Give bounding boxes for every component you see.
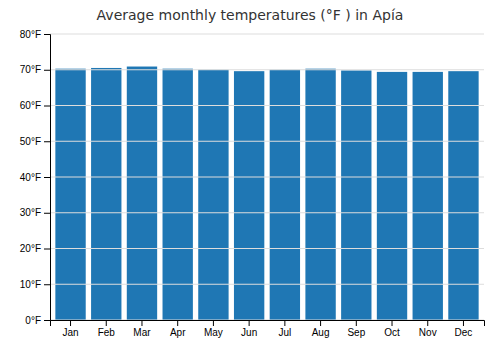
tick-label: 60°F (20, 100, 41, 111)
tick: 60°F (20, 100, 50, 111)
bar (270, 70, 300, 320)
tick: 40°F (20, 172, 50, 183)
tick-mark (44, 34, 50, 35)
grid-line (50, 105, 484, 106)
tick-mark (44, 141, 50, 142)
bar (413, 72, 443, 320)
tick: May (204, 320, 223, 338)
axis-line (44, 35, 51, 321)
grid-line (50, 34, 484, 35)
chart: 0°F 10°F 20°F 30°F 40°F 50°F 60°F 70°F 80°F Jan Fe… (0, 0, 500, 350)
plot: 0°F 10°F 20°F 30°F 40°F 50°F 60°F 70°F 80°F Jan Fe… (20, 29, 485, 338)
tick-label: 40°F (20, 172, 41, 183)
tick-mark (213, 320, 214, 326)
tick-label: Feb (98, 327, 116, 338)
tick-label: Jun (241, 327, 257, 338)
tick-mark (44, 320, 50, 321)
tick-label: Dec (455, 327, 473, 338)
tick-mark (356, 320, 357, 326)
bar (341, 70, 371, 320)
tick-mark (44, 249, 50, 250)
tick-label: Jul (278, 327, 291, 338)
y-axis: 0°F 10°F 20°F 30°F 40°F 50°F 60°F 70°F 80°F (20, 29, 51, 326)
tick: Jul (278, 320, 291, 338)
tick-mark (249, 320, 250, 326)
tick: Jun (241, 320, 257, 338)
bar (377, 72, 407, 320)
tick: 30°F (20, 207, 50, 218)
grid-line (50, 212, 484, 213)
tick-label: Oct (384, 327, 400, 338)
tick: 20°F (20, 243, 50, 254)
grid-line (50, 177, 484, 178)
bar (127, 67, 157, 320)
tick-mark (44, 213, 50, 214)
tick-mark (427, 320, 428, 326)
bars (55, 67, 478, 320)
tick: 10°F (20, 279, 50, 290)
tick: 0°F (25, 315, 50, 326)
tick-label: 80°F (20, 29, 41, 40)
grid-line (50, 141, 484, 142)
tick-label: 70°F (20, 64, 41, 75)
tick: 50°F (20, 136, 50, 147)
tick-mark (284, 320, 285, 326)
tick-label: Mar (133, 327, 151, 338)
title: Average monthly temperatures (°F ) in Ap… (97, 7, 404, 23)
tick: Mar (133, 320, 151, 338)
tick: 80°F (20, 29, 50, 40)
tick-label: Apr (170, 327, 186, 338)
bar (55, 69, 85, 320)
tick-label: May (204, 327, 223, 338)
tick: Nov (419, 320, 437, 338)
tick-mark (44, 70, 50, 71)
tick: Aug (312, 320, 330, 338)
grid-line (50, 284, 484, 285)
tick-label: Aug (312, 327, 330, 338)
axis-line (51, 321, 485, 327)
tick-mark (44, 284, 50, 285)
grid-line (50, 248, 484, 249)
tick-label: 0°F (25, 315, 41, 326)
tick: Dec (455, 320, 473, 338)
tick: Jan (62, 320, 78, 338)
grid (50, 34, 484, 320)
tick-mark (177, 320, 178, 326)
tick: Feb (98, 320, 116, 338)
tick-label: 20°F (20, 243, 41, 254)
tick: 70°F (20, 64, 50, 75)
tick-mark (44, 106, 50, 107)
tick: Apr (170, 320, 186, 338)
tick-mark (392, 320, 393, 326)
bar (448, 71, 478, 320)
bar (305, 69, 335, 320)
tick: Sep (347, 320, 365, 338)
tick-mark (44, 177, 50, 178)
bar (198, 70, 228, 320)
tick-mark (141, 320, 142, 326)
tick-label: 30°F (20, 207, 41, 218)
tick-mark (320, 320, 321, 326)
tick-label: Jan (62, 327, 78, 338)
tick-mark (70, 320, 71, 326)
tick: Oct (384, 320, 400, 338)
x-axis: Jan Feb Mar Apr May Jun Jul Aug Sep Oct Nov Dec (51, 320, 485, 338)
tick-mark (463, 320, 464, 326)
bar (163, 69, 193, 320)
tick-mark (106, 320, 107, 326)
tick-label: 50°F (20, 136, 41, 147)
tick-label: Sep (347, 327, 365, 338)
bar (234, 71, 264, 320)
grid-line (50, 69, 484, 70)
tick-label: 10°F (20, 279, 41, 290)
tick-label: Nov (419, 327, 437, 338)
